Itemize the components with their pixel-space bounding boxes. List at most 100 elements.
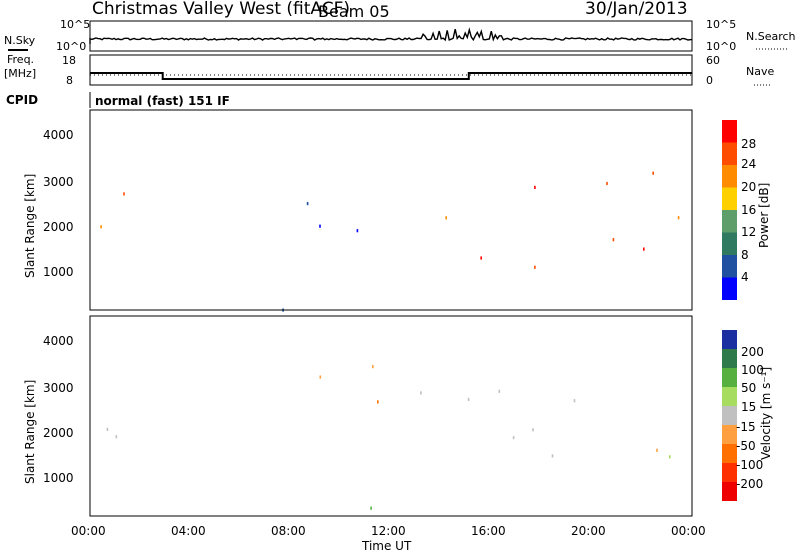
power-ylabel: Slant Range [km] [23, 174, 37, 278]
velocity-legend-swatch [722, 406, 737, 425]
freq-trace [90, 72, 692, 80]
velocity-cells-cell-4 [669, 455, 671, 459]
vel-legend-tick-m50: -50 [736, 439, 756, 453]
velocity-scatter [106, 365, 671, 510]
power-panel-frame [89, 109, 693, 311]
velocity-colorbar [722, 330, 737, 501]
left-tick-bottom: 10^0 [56, 40, 86, 53]
power-cells-cell-6 [606, 181, 608, 186]
xtick-3: 12:00 [371, 524, 406, 538]
right-tick-bottom: 10^0 [706, 40, 736, 53]
power-legend-tick-28: 28 [741, 137, 756, 151]
power-legend-title: Power [dB] [757, 183, 771, 248]
velocity-cells-cell-4 [532, 428, 534, 432]
velocity-cells-cell-2 [377, 400, 379, 404]
power-cells-cell-5 [643, 247, 645, 251]
velocity-cells-cell-3 [420, 391, 422, 395]
power-ytick-3000: 3000 [43, 175, 74, 189]
vel-legend-tick-m200: -200 [736, 477, 763, 491]
vel-legend-tick-200: 200 [741, 345, 764, 359]
xtick-6: 00:00 [671, 524, 706, 538]
power-legend-tick-8: 8 [741, 248, 749, 262]
power-ytick-4000: 4000 [43, 128, 74, 142]
power-cells-cell-5 [612, 238, 615, 242]
power-cells-cell-0 [100, 225, 102, 229]
vel-legend-tick-50: 50 [741, 381, 756, 395]
velocity-legend-swatch [722, 444, 737, 463]
power-legend-swatch [722, 255, 737, 278]
power-legend-tick-4: 4 [741, 270, 749, 284]
power-legend-tick-20: 20 [741, 180, 756, 194]
velocity-cells-cell-2 [319, 375, 322, 379]
velocity-legend-swatch [722, 463, 737, 482]
station-title: Christmas Valley West (fitACF) [92, 0, 350, 19]
cpid-label: CPID [6, 93, 38, 107]
velocity-cells-cell-4 [467, 397, 470, 401]
power-cells-cell-5 [480, 256, 482, 260]
vel-legend-tick-m15: -15 [736, 420, 756, 434]
velocity-legend-swatch [722, 387, 737, 406]
freq-label: Freq. [7, 53, 34, 66]
power-cells-cell-5 [534, 265, 536, 269]
vel-ytick-1000: 1000 [43, 471, 74, 485]
vel-ytick-2000: 2000 [43, 426, 74, 440]
velocity-legend-swatch [722, 368, 737, 387]
vel-legend-tick-15: 15 [741, 400, 756, 414]
vel-ytick-4000: 4000 [43, 334, 74, 348]
power-ytick-1000: 1000 [43, 265, 74, 279]
xtick-4: 16:00 [471, 524, 506, 538]
power-cells-cell-5 [677, 216, 680, 220]
power-legend-swatch [722, 120, 737, 143]
nave-tick-bottom: 0 [706, 74, 713, 87]
beam-label: Beam 05 [318, 2, 390, 21]
left-tick-top: 10^5 [60, 18, 90, 31]
power-legend-swatch [722, 277, 737, 300]
power-cells-cell-3 [319, 224, 321, 228]
power-legend-swatch [722, 232, 737, 255]
date-label: 30/Jan/2013 [585, 0, 688, 19]
velocity-legend-swatch [722, 425, 737, 444]
velocity-cells-cell-0 [106, 427, 109, 431]
velocity-legend-swatch [722, 330, 737, 349]
cpid-text: normal (fast) 151 IF [95, 94, 230, 108]
power-cells-cell-0 [123, 192, 125, 196]
power-legend-tick-24: 24 [741, 157, 756, 171]
xtick-2: 08:00 [271, 524, 306, 538]
power-scatter [100, 171, 680, 312]
nave-tick-top: 60 [706, 54, 720, 67]
freq-unit-label: [MHz] [4, 67, 36, 80]
freq-panel-frame [89, 54, 693, 86]
power-cells-cell-6 [652, 171, 654, 175]
nave-label: Nave [746, 65, 774, 78]
freq-tick-top: 18 [62, 54, 76, 67]
velocity-cells-cell-2 [372, 365, 374, 369]
noise-panel-frame [89, 20, 693, 52]
velocity-cells-cell-4 [498, 389, 501, 393]
right-tick-top: 10^5 [706, 18, 736, 31]
power-colorbar [722, 120, 737, 300]
xlabel: Time UT [361, 539, 412, 553]
nsky-label: N.Sky [4, 34, 36, 47]
power-cells-cell-3 [356, 229, 359, 233]
power-legend-swatch [722, 210, 737, 233]
xtick-0: 00:00 [71, 524, 106, 538]
power-cells-cell-4 [445, 216, 447, 220]
power-legend-tick-16: 16 [741, 203, 756, 217]
power-legend-tick-12: 12 [741, 225, 756, 239]
xtick-1: 04:00 [171, 524, 206, 538]
power-ytick-2000: 2000 [43, 220, 74, 234]
velocity-cells-cell-4 [573, 399, 576, 403]
velocity-panel-frame [89, 315, 693, 517]
power-legend-swatch [722, 142, 737, 165]
velocity-cells-cell-5 [370, 506, 372, 510]
nsky-trace [89, 27, 693, 44]
vel-legend-tick-100: 100 [741, 363, 764, 377]
velocity-legend-title: Velocity [m s⁻¹] [759, 367, 773, 460]
nsearch-label: N.Search [746, 30, 796, 43]
power-legend-swatch [722, 187, 737, 210]
velocity-cells-cell-4 [512, 436, 515, 440]
velocity-ylabel: Slant Range [km] [23, 380, 37, 484]
xtick-5: 20:00 [571, 524, 606, 538]
power-cells-cell-3 [306, 202, 309, 206]
